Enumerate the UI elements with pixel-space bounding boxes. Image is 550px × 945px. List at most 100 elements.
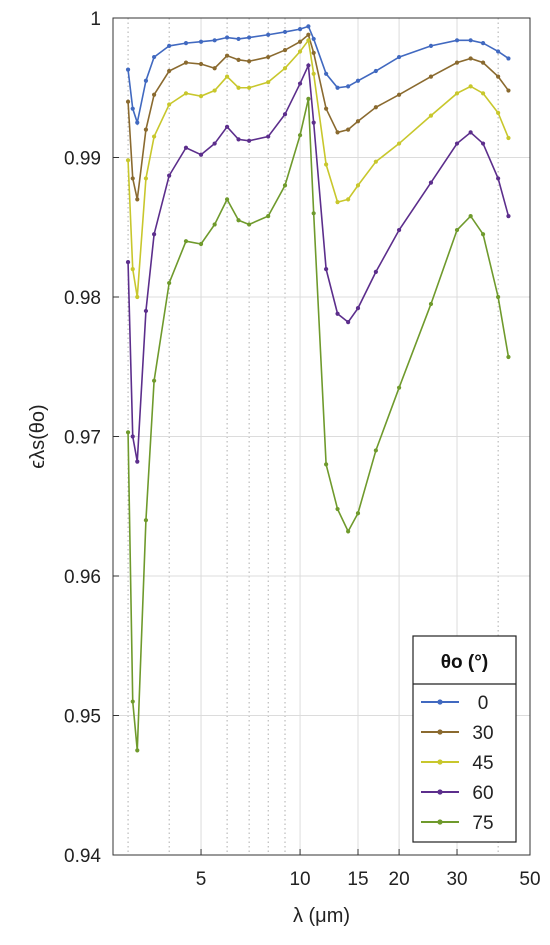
data-point: [212, 141, 217, 146]
y-tick-label: 0.95: [64, 707, 101, 728]
data-point: [135, 459, 140, 464]
data-point: [125, 430, 131, 435]
legend-marker-45: [437, 759, 443, 765]
data-point: [236, 218, 241, 223]
data-point: [496, 176, 501, 181]
data-point: [282, 183, 288, 188]
data-point: [266, 134, 271, 139]
data-point: [306, 38, 311, 43]
x-tick-label: 30: [446, 869, 467, 890]
data-point: [373, 269, 378, 274]
y-tick-label: 0.96: [64, 567, 101, 588]
data-point: [297, 39, 303, 44]
data-point: [355, 119, 361, 124]
data-point: [428, 180, 434, 185]
data-point: [335, 506, 340, 512]
data-point: [468, 213, 473, 219]
data-point: [335, 200, 340, 205]
data-point: [454, 38, 460, 43]
data-point: [183, 60, 189, 65]
y-tick-label: 0.98: [64, 288, 101, 309]
data-point: [247, 35, 252, 40]
data-point: [373, 68, 378, 74]
data-point: [152, 232, 157, 237]
legend-marker-75: [437, 819, 443, 825]
data-point: [506, 56, 511, 61]
data-point: [506, 213, 511, 219]
legend-title: θo (°): [441, 652, 488, 673]
data-point: [306, 32, 311, 37]
legend-box: [412, 635, 517, 843]
data-point: [236, 137, 241, 142]
data-point: [496, 110, 501, 115]
x-tick-label: 5: [196, 869, 207, 890]
data-point: [236, 36, 241, 42]
data-point: [428, 301, 434, 307]
y-tick-label: 0.99: [64, 149, 101, 170]
data-point: [247, 138, 252, 143]
data-point: [125, 158, 131, 163]
data-point: [282, 47, 288, 53]
series-line-60: [127, 62, 510, 462]
data-point: [167, 173, 172, 178]
data-point: [428, 74, 434, 79]
data-point: [355, 183, 361, 188]
data-point: [468, 84, 473, 89]
y-tick-label: 1: [90, 9, 101, 30]
data-point: [282, 66, 288, 71]
data-point: [130, 434, 135, 439]
data-point: [506, 354, 511, 360]
x-tick-label: 15: [347, 869, 368, 890]
data-point: [247, 85, 252, 90]
y-tick-label: 0.97: [64, 428, 101, 449]
data-point: [355, 511, 361, 516]
data-point: [125, 99, 131, 104]
data-point: [480, 41, 486, 46]
data-point: [311, 211, 316, 216]
data-point: [454, 91, 460, 96]
data-point: [266, 54, 271, 60]
data-point: [346, 529, 351, 534]
data-point: [454, 227, 460, 233]
data-point: [282, 112, 288, 117]
data-point: [454, 141, 460, 146]
series-0: [125, 24, 511, 126]
data-point: [480, 91, 486, 96]
legend-label-75: 75: [472, 813, 493, 834]
data-point: [266, 32, 271, 37]
data-point: [297, 81, 303, 86]
legend-label-60: 60: [472, 783, 493, 804]
data-point: [346, 320, 351, 325]
data-point: [335, 85, 340, 90]
data-point: [135, 748, 140, 753]
data-point: [125, 67, 131, 72]
data-point: [224, 35, 230, 40]
data-point: [355, 78, 361, 83]
legend-label-45: 45: [472, 753, 493, 774]
series-30: [125, 32, 511, 202]
data-point: [167, 102, 172, 107]
data-point: [143, 308, 149, 314]
data-point: [373, 448, 378, 453]
data-point: [396, 141, 402, 146]
data-point: [152, 378, 157, 383]
series-60: [125, 62, 511, 464]
data-point: [135, 120, 140, 125]
data-point: [183, 239, 189, 244]
data-point: [183, 91, 189, 96]
data-point: [266, 213, 271, 219]
series-45: [125, 38, 511, 300]
data-point: [306, 63, 311, 68]
data-point: [125, 260, 131, 265]
data-point: [130, 267, 135, 272]
data-point: [198, 152, 204, 157]
series-75: [125, 96, 511, 753]
data-point: [143, 127, 149, 132]
data-point: [198, 94, 204, 99]
data-point: [335, 311, 340, 316]
data-point: [324, 71, 329, 76]
data-point: [496, 49, 501, 54]
data-point: [324, 267, 329, 272]
data-point: [324, 106, 329, 111]
